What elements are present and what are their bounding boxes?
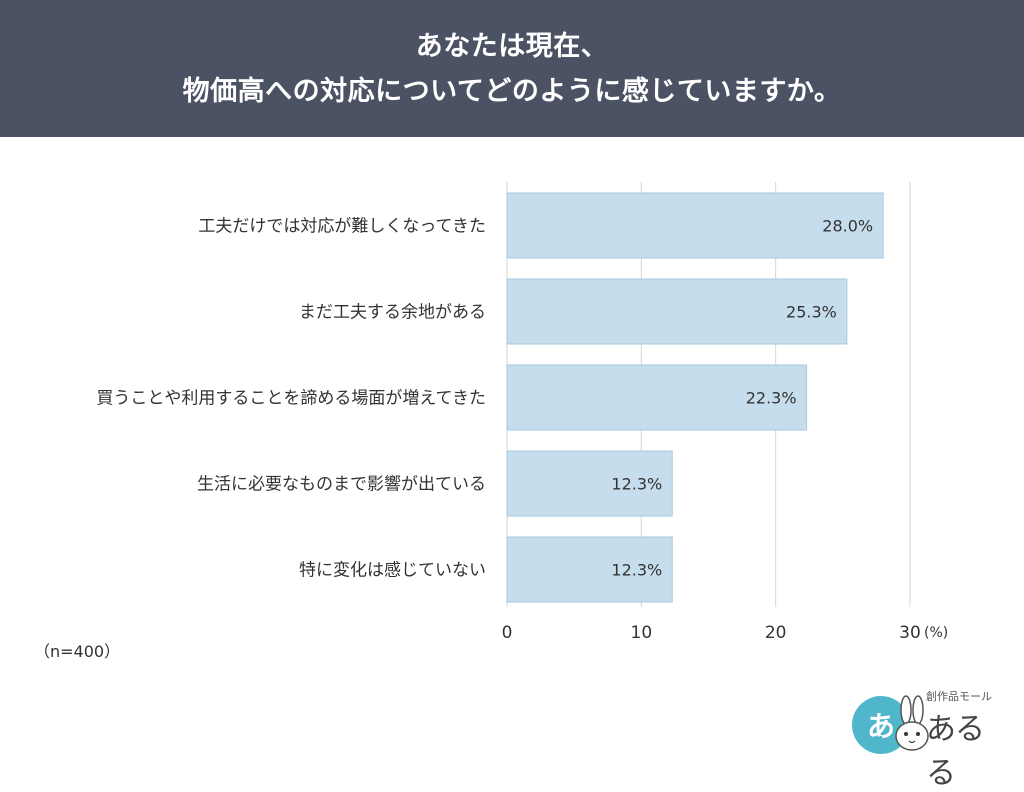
bar-3	[506, 450, 673, 517]
category-label-1: まだ工夫する余地がある	[299, 303, 486, 323]
bar-value-label-0: 28.0%	[822, 217, 873, 236]
x-tick-label-30: 30	[899, 623, 921, 643]
title-line-2: 物価高への対応についてどのように感じていますか。	[182, 75, 842, 107]
rabbit-icon	[895, 695, 929, 751]
category-label-3: 生活に必要なものまで影響が出ている	[197, 475, 486, 495]
bar-2	[506, 364, 808, 431]
bar-chart: 0 10 20 30 (%) 28.0% 工夫だけでは対応が難しくなってきた 25.3% まだ工…	[96, 182, 948, 643]
sample-size-note: （n=400）	[34, 642, 121, 661]
chart-header: あなたは現在、 物価高への対応についてどのように感じていますか。	[0, 0, 1024, 137]
logo-name: あるる	[926, 712, 985, 791]
x-tick-label-20: 20	[765, 623, 787, 643]
category-label-0: 工夫だけでは対応が難しくなってきた	[198, 217, 486, 237]
x-tick-label-0: 0	[502, 623, 513, 643]
x-unit-label: (%)	[924, 625, 948, 641]
bar-0	[506, 192, 884, 259]
bar-value-label-2: 22.3%	[746, 389, 797, 408]
bar-value-label-3: 12.3%	[611, 475, 662, 494]
bar-value-label-1: 25.3%	[786, 303, 837, 322]
x-tick-label-10: 10	[631, 623, 653, 643]
category-label-4: 特に変化は感じていない	[299, 561, 486, 581]
category-label-2: 買うことや利用することを諦める場面が増えてきた	[96, 389, 486, 409]
brand-logo: あ 創作品モール あるる	[852, 688, 1012, 791]
bar-value-label-4: 12.3%	[611, 561, 662, 580]
logo-subtitle: 創作品モール	[926, 690, 992, 703]
title-line-1: あなたは現在、	[415, 30, 609, 62]
bar-1	[506, 278, 848, 345]
bar-4	[506, 536, 673, 603]
